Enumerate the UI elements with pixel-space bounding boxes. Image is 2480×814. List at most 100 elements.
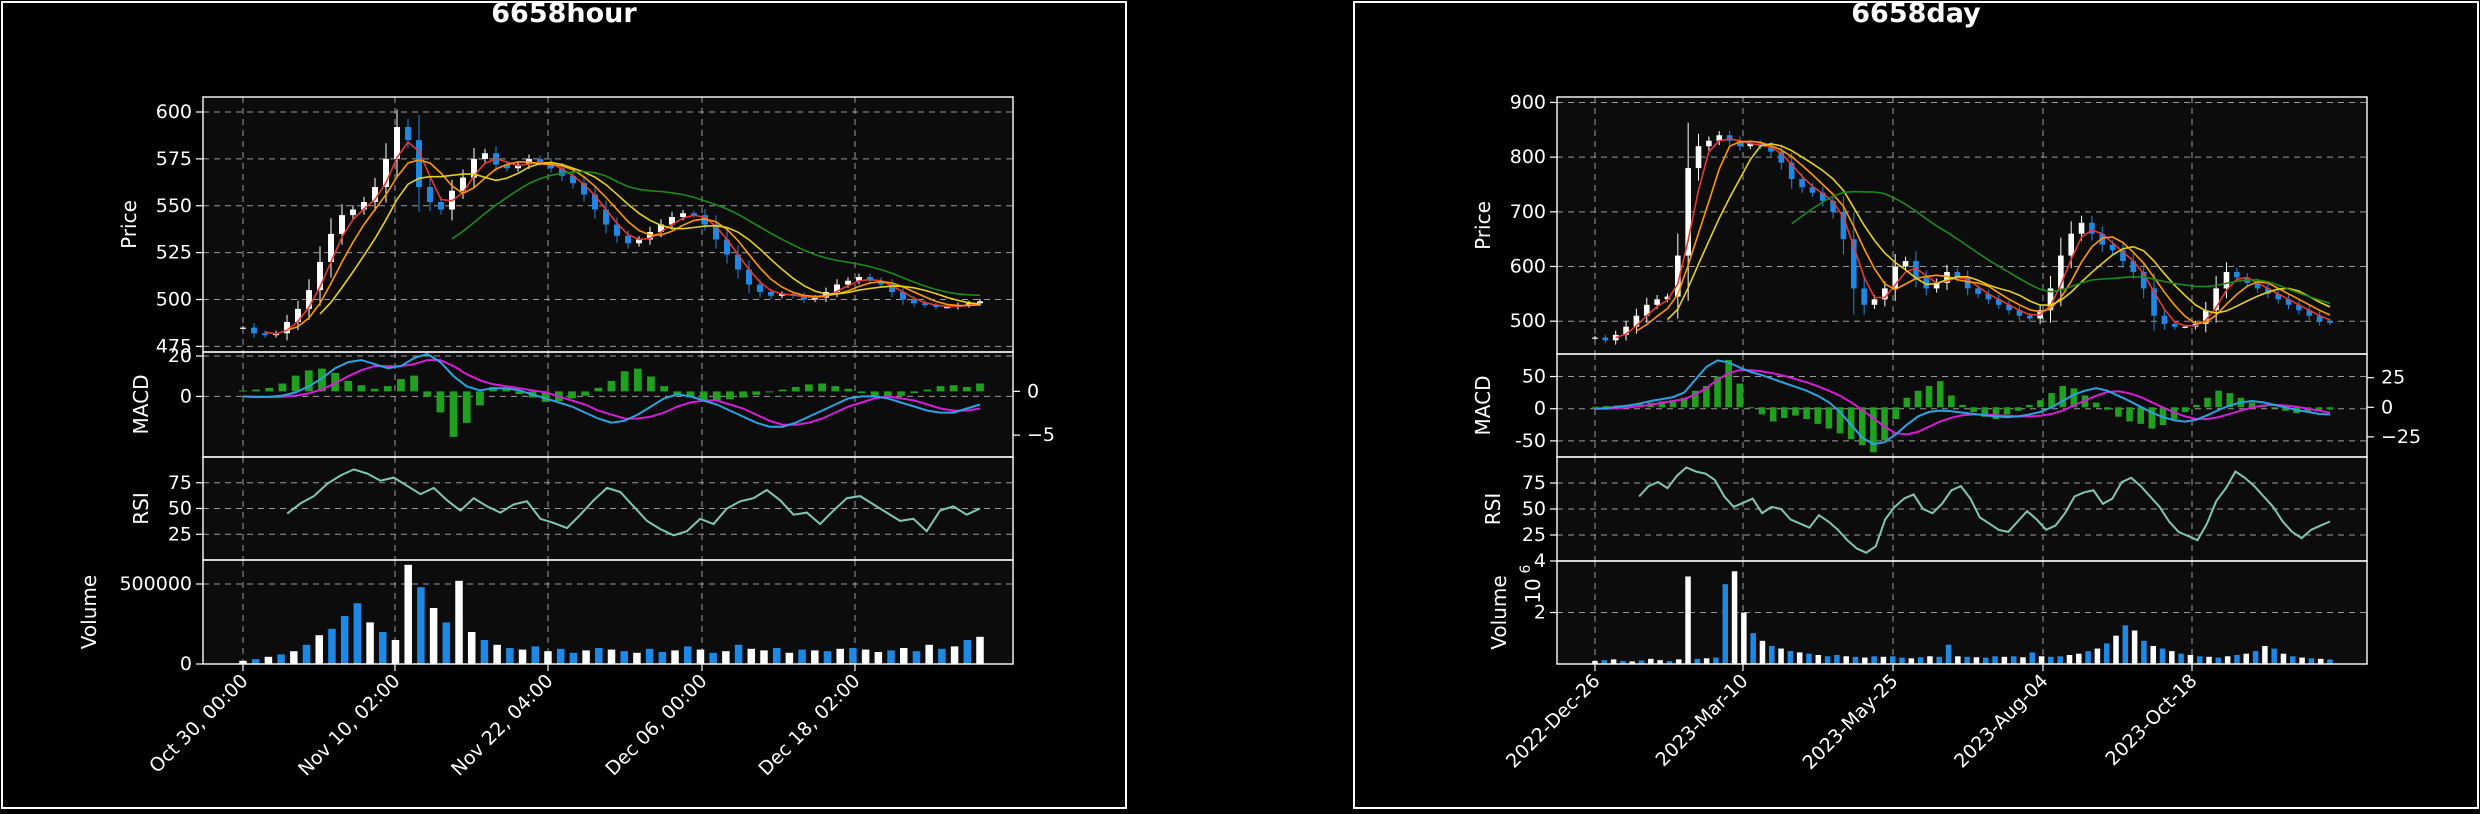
y-tick-label: 600 <box>156 101 192 123</box>
y-axis-label: Volume <box>77 575 101 649</box>
macd-histogram-bar <box>1959 404 1966 408</box>
volume-bar <box>480 640 489 664</box>
volume-bar <box>2010 656 2017 664</box>
macd-histogram-bar <box>1691 390 1699 408</box>
candle-body <box>2130 261 2137 272</box>
volume-bar <box>645 648 654 664</box>
macd-histogram-bar <box>857 391 866 394</box>
volume-bar <box>595 648 603 664</box>
volume-exponent-base: 10 <box>1521 578 1545 603</box>
price-panel: 475 500 525 550 575 600 Price <box>117 97 1013 357</box>
macd-histogram-bar <box>2070 388 2078 408</box>
volume-bar <box>2196 656 2203 664</box>
candle-body <box>757 284 763 292</box>
candle-body <box>537 158 543 163</box>
candle-body <box>1975 288 1981 294</box>
y-tick-label: 500000 <box>119 573 192 595</box>
candle-body <box>1602 337 1609 341</box>
macd-histogram-bar <box>2037 400 2044 408</box>
candle-body <box>2202 310 2209 324</box>
y-tick-label-right: 0 <box>2381 396 2393 418</box>
panel-bg-price <box>1557 97 2367 354</box>
y-axis-label: RSI <box>129 492 153 525</box>
macd-histogram-bar <box>1948 395 1955 408</box>
macd-histogram-bar <box>910 391 919 394</box>
volume-bar <box>353 603 362 664</box>
volume-bar <box>1703 658 1710 664</box>
y-tick-label: 550 <box>156 195 192 217</box>
macd-histogram-bar <box>791 387 800 392</box>
macd-histogram-bar <box>844 388 853 392</box>
panel-border-vol <box>202 559 1014 665</box>
candle-body <box>823 292 829 298</box>
candle-body <box>361 202 367 210</box>
macd-histogram-bar <box>2204 397 2211 408</box>
macd-histogram-bar <box>1892 407 1899 420</box>
macd-histogram-bar <box>1769 407 1777 422</box>
volume-bar <box>556 648 565 664</box>
volume-bar <box>2215 657 2222 664</box>
volume-bar <box>391 640 400 664</box>
macd-line <box>242 352 981 428</box>
candle-body <box>1964 277 1971 289</box>
candle-body <box>328 233 334 262</box>
candle-body <box>1871 299 1878 305</box>
candle-body <box>1643 304 1650 316</box>
volume-bar <box>1964 656 1970 664</box>
volume-bar <box>1992 656 1998 664</box>
volume-bar <box>925 644 933 664</box>
volume-bar <box>251 659 260 664</box>
volume-bar <box>429 608 438 664</box>
volume-bar <box>900 648 908 664</box>
candle-body <box>559 168 565 176</box>
macd-histogram-bar <box>1725 359 1732 408</box>
macd-histogram-bar <box>660 386 669 392</box>
volume-bar <box>1955 656 1961 664</box>
candle-body <box>2234 271 2240 278</box>
volume-bar <box>633 652 641 664</box>
chart-hour: 6658hour475500525550575600Price020−50MAC… <box>1 0 1127 809</box>
volume-bar <box>671 650 679 664</box>
candle-body <box>383 158 389 187</box>
macd-histogram-bar <box>673 391 682 395</box>
volume-bar <box>2317 658 2324 664</box>
volume-bar <box>1945 644 1952 664</box>
volume-bar <box>2243 653 2250 664</box>
y-tick-label: 800 <box>1510 146 1546 168</box>
macd-histogram-bar <box>1903 397 1911 408</box>
ma-line-trend <box>451 170 981 297</box>
macd-histogram-bar <box>726 391 734 400</box>
volume-bar <box>1796 652 1803 664</box>
volume-bar <box>1927 656 1933 664</box>
candle-body <box>746 269 752 285</box>
y-tick-label: 475 <box>156 335 192 357</box>
candle-body <box>1706 140 1712 147</box>
candle-body <box>1788 162 1795 180</box>
y-tick-label: 900 <box>1510 91 1546 113</box>
macd-signal-line <box>1595 369 2331 436</box>
volume-bar <box>836 648 844 664</box>
candle-body <box>1809 187 1816 193</box>
ma-line-medium <box>1635 140 2331 332</box>
volume-bar <box>1769 645 1775 664</box>
volume-bar <box>1936 656 1942 664</box>
volume-bar <box>2252 651 2259 664</box>
candle-body <box>889 284 895 292</box>
volume-bar <box>2103 643 2110 664</box>
candle-body <box>1850 239 1857 289</box>
candle-body <box>339 215 345 234</box>
macd-histogram-bar <box>423 391 432 397</box>
macd-histogram-bar <box>620 371 629 392</box>
y-axis-label: Price <box>1471 201 1495 250</box>
macd-histogram-bar <box>633 368 642 392</box>
volume-bar <box>2131 630 2138 664</box>
macd-histogram-bar <box>1781 407 1788 418</box>
macd-histogram-bar <box>449 391 458 437</box>
macd-histogram-bar <box>318 368 326 392</box>
volume-bar <box>1722 584 1729 664</box>
macd-histogram-bar <box>2215 390 2222 408</box>
macd-panel: 0 20 −5 0 MACD <box>129 345 1055 457</box>
y-tick-label: 25 <box>168 523 192 545</box>
volume-bar <box>2066 654 2073 664</box>
